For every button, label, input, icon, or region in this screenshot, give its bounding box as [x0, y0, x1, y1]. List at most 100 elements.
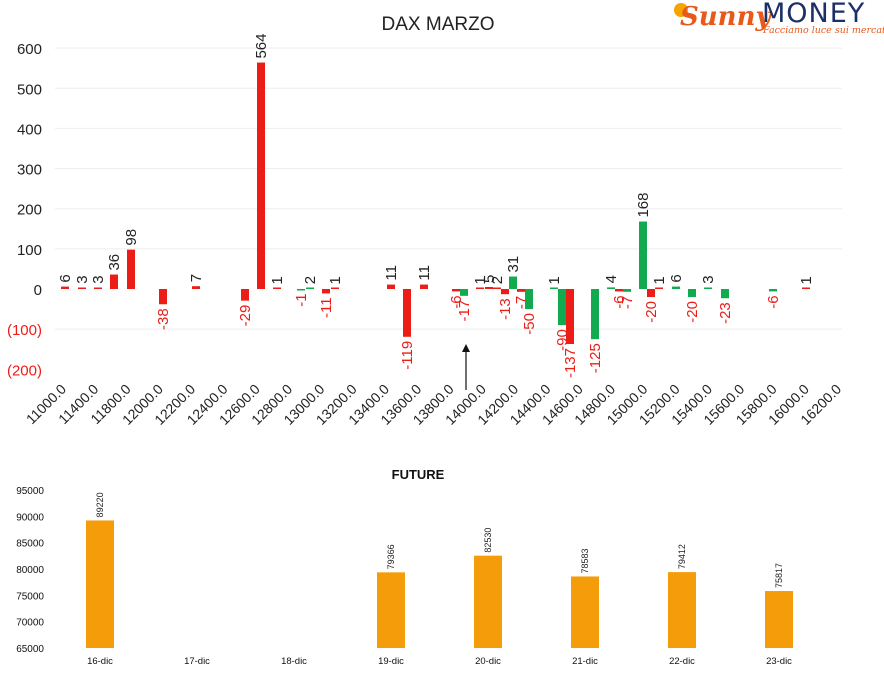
bar [78, 288, 86, 290]
bar [607, 287, 615, 289]
x-tick-label: 22-dic [669, 656, 695, 667]
bar [377, 572, 405, 648]
bar-data-label: -125 [587, 343, 604, 373]
bar-data-label: -38 [155, 308, 172, 330]
bar [476, 288, 484, 290]
bar [571, 576, 599, 648]
bar [517, 289, 525, 292]
bar-data-label: -17 [456, 300, 473, 322]
y-tick-label: 75000 [16, 591, 44, 602]
bar-data-label: -29 [237, 305, 254, 327]
bar [765, 591, 793, 648]
bar-data-label: 98 [123, 229, 140, 246]
bar-data-label: -23 [717, 302, 734, 324]
chart-title: FUTURE [392, 467, 445, 482]
bar [721, 289, 729, 298]
y-tick-label: 95000 [16, 486, 44, 497]
bar-data-label: 3 [90, 275, 107, 283]
bar-data-label: -13 [497, 298, 514, 320]
future-chart: FUTURE 95000 90000 85000 80000 75000 70000 6500… [0, 455, 884, 680]
bar [257, 63, 265, 289]
y-tick-label: 300 [17, 162, 42, 179]
bar [550, 288, 558, 290]
bar [647, 289, 655, 297]
bar-data-label: -20 [643, 301, 660, 323]
x-tick-label: 17-dic [184, 656, 210, 667]
y-tick-label: 70000 [16, 618, 44, 629]
y-tick-label: 85000 [16, 539, 44, 550]
y-tick-label: (200) [7, 362, 42, 379]
bar [591, 289, 599, 339]
bar [493, 288, 501, 290]
bar-data-label: 31 [505, 256, 522, 273]
bar [297, 289, 305, 291]
y-tick-label: 65000 [16, 644, 44, 655]
bar [672, 287, 680, 289]
y-tick-label: 0 [34, 282, 42, 299]
x-tick-label: 18-dic [281, 656, 307, 667]
bar [61, 287, 69, 289]
bar [509, 277, 517, 289]
bar-data-label: 82530 [483, 528, 493, 553]
bar-data-label: 1 [546, 276, 563, 284]
bar-data-label: 564 [253, 34, 270, 59]
y-tick-label: (100) [7, 322, 42, 339]
bar [474, 556, 502, 648]
bar-data-label: 4 [603, 275, 620, 283]
bar [387, 285, 395, 289]
x-tick-label: 21-dic [572, 656, 598, 667]
bar-data-label: 75817 [774, 563, 784, 588]
x-tick-label: 19-dic [378, 656, 404, 667]
bar [769, 289, 777, 291]
bar [704, 288, 712, 290]
bar-data-label: -119 [399, 341, 416, 370]
bar-data-label: 6 [668, 274, 685, 282]
bar-data-label: 2 [302, 276, 319, 284]
bar [525, 289, 533, 309]
bar [110, 275, 118, 289]
bar [501, 289, 509, 294]
bar-data-label: 1 [798, 276, 815, 284]
bar [452, 289, 460, 291]
y-tick-label: 200 [17, 202, 42, 219]
bar-data-label: -20 [684, 301, 701, 323]
bar [688, 289, 696, 297]
bar [94, 288, 102, 290]
bar [192, 286, 200, 289]
bar [639, 222, 647, 289]
bar [566, 289, 574, 344]
bar-data-label: 3 [700, 275, 717, 283]
bar-data-label: 11 [383, 265, 400, 281]
bar-data-label: 89220 [95, 492, 105, 517]
bar [322, 289, 330, 293]
bar [159, 289, 167, 304]
bar [623, 289, 631, 292]
bar-data-label: 1 [269, 276, 286, 284]
y-tick-label: 100 [17, 242, 42, 259]
y-tick-label: 400 [17, 121, 42, 138]
bar [273, 288, 281, 290]
bar-data-label: 79412 [677, 544, 687, 569]
bar [306, 288, 314, 290]
bar [485, 287, 493, 289]
bar [558, 289, 566, 325]
x-tick-label: 16-dic [87, 656, 113, 667]
bar-data-label: 11 [416, 265, 433, 281]
bar-data-label: -7 [619, 296, 636, 309]
bar-data-label: 3 [74, 275, 91, 283]
bar-data-label: -11 [318, 297, 335, 318]
bar-data-label: -137 [562, 348, 579, 378]
x-tick-label: 23-dic [766, 656, 792, 667]
bar [655, 288, 663, 290]
x-tick-label: 20-dic [475, 656, 501, 667]
y-tick-label: 600 [17, 41, 42, 58]
bar-data-label: 2 [489, 276, 506, 284]
bar [86, 520, 114, 648]
bar [460, 289, 468, 296]
bar-data-label: -6 [765, 295, 782, 308]
bar [615, 289, 623, 291]
bar-data-label: 36 [106, 254, 123, 271]
bar-data-label: 1 [651, 276, 668, 284]
bar [802, 288, 810, 290]
bar [241, 289, 249, 301]
